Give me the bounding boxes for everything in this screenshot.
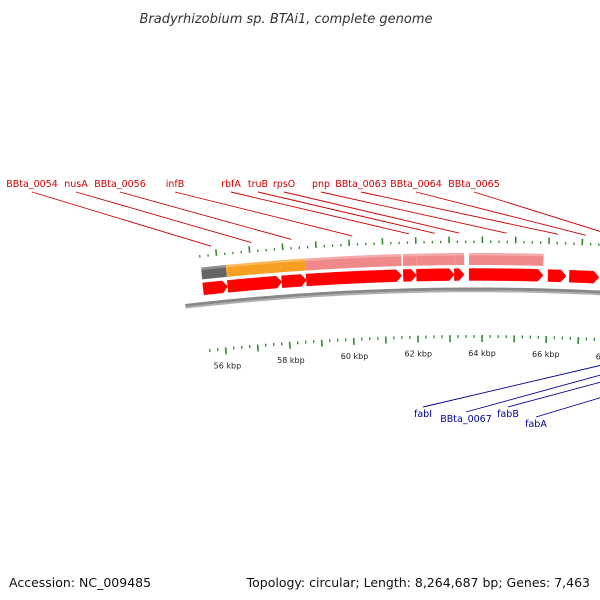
gene-label-faba: fabA — [525, 419, 547, 430]
gene-bar-rbfa — [402, 253, 417, 266]
cds-arrow-bbta-0054 — [202, 280, 229, 296]
gene-bar-highlight — [454, 253, 465, 256]
gene-label-nusa: nusA — [64, 179, 88, 190]
scale-label: 64 kbp — [468, 349, 496, 358]
scale-label: 60 kbp — [341, 352, 369, 361]
gene-label-bbta-0063: BBta_0063 — [335, 179, 387, 190]
gene-label-pnp: pnp — [312, 179, 330, 190]
gene-label-rpso: rpsO — [273, 179, 295, 190]
accession-text: Accession: NC_009485 — [9, 575, 152, 590]
gene-label-bbta-0064: BBta_0064 — [390, 179, 442, 190]
backbone-line — [185, 287, 600, 307]
inner-tick — [224, 347, 228, 355]
outer-tick — [248, 246, 251, 253]
gene-label-bbta-0065: BBta_0065 — [448, 179, 500, 190]
gene-bar-highlight — [201, 264, 226, 270]
cds-arrow-rpso — [454, 268, 465, 281]
gene-label-bbta-0054: BBta_0054 — [6, 179, 58, 190]
scale-label: 58 kbp — [277, 356, 305, 365]
genome-backbone — [185, 287, 600, 309]
gene-label-infb: infB — [166, 179, 185, 190]
gene-bar-pnp — [469, 253, 544, 266]
leader-bbta-0056 — [119, 191, 292, 240]
gene-bar-highlight — [305, 254, 402, 262]
leader-nusa — [75, 191, 252, 244]
gene-bar-highlight — [225, 260, 281, 268]
cds-arrow-bbta-0063 — [547, 269, 567, 283]
leader-bbta-0065 — [473, 191, 600, 232]
leader-infb — [174, 191, 353, 237]
gene-bar-highlight — [402, 253, 417, 257]
leader-rbfa — [230, 191, 409, 235]
gene-bar-infb — [305, 254, 402, 271]
scale-label: 62 kbp — [405, 350, 433, 359]
outer-tick-track — [199, 236, 600, 258]
scale-labels: 56 kbp 58 kbp 60 kbp 62 kbp 64 kbp 66 kbp 68 k… — [214, 349, 600, 370]
gene-bar-highlight — [469, 253, 544, 257]
outer-tick — [215, 249, 218, 256]
inner-tick-track — [209, 335, 596, 355]
forward-cds-track — [202, 268, 600, 296]
gene-bar-nusa — [225, 260, 282, 277]
leader-fabb — [507, 381, 600, 408]
gene-bar-highlight — [416, 253, 455, 257]
backbone-shadow — [185, 290, 600, 309]
cds-arrow-bbta-0064 — [568, 270, 600, 284]
label-leader-lines — [31, 191, 600, 418]
gene-labels: BBta_0054 nusA BBta_0056 infB rbfA truB rpsO pn… — [6, 179, 547, 430]
gene-label-rbfa: rbfA — [221, 179, 241, 190]
cds-arrow-rbfa — [402, 269, 417, 282]
gene-bar-bbta-0056 — [280, 258, 306, 273]
scale-label: 68 kbp — [596, 353, 600, 362]
gene-label-fabi: fabI — [414, 409, 432, 420]
leader-bbta-0064 — [415, 191, 587, 236]
map-title: Bradyrhizobium sp. BTAi1, complete genom… — [139, 12, 432, 27]
leader-bbta-0054 — [31, 191, 212, 247]
inner-tick — [288, 341, 291, 349]
gene-label-trub: truB — [248, 179, 268, 190]
leader-rpso — [283, 191, 460, 234]
forward-gene-bar-track — [201, 253, 544, 280]
gene-bar-highlight — [280, 258, 306, 263]
cds-arrow-trub — [416, 268, 455, 282]
cds-arrow-pnp — [468, 268, 544, 282]
leader-faba — [535, 397, 600, 418]
leader-bbta-0067 — [465, 374, 600, 413]
gene-label-fabb: fabB — [497, 409, 519, 420]
gene-label-bbta-0056: BBta_0056 — [94, 179, 146, 190]
gene-bar-rpso — [454, 253, 465, 266]
scale-label: 66 kbp — [532, 350, 560, 359]
inner-tick — [256, 344, 259, 352]
gene-bar-bbta-0054 — [201, 264, 227, 280]
leader-trub — [257, 191, 435, 234]
topology-text: Topology: circular; Length: 8,264,687 bp… — [246, 575, 590, 590]
gene-label-bbta-0067: BBta_0067 — [440, 414, 492, 425]
cds-arrow-bbta-0056 — [281, 274, 307, 288]
gene-bar-trub — [416, 253, 455, 266]
cds-arrow-infb — [305, 269, 402, 287]
scale-label: 56 kbp — [214, 361, 242, 370]
leader-bbta-0063 — [360, 191, 559, 235]
leader-pnp — [320, 191, 507, 234]
leader-fabi — [422, 365, 600, 408]
cds-arrow-nusa — [227, 275, 283, 293]
